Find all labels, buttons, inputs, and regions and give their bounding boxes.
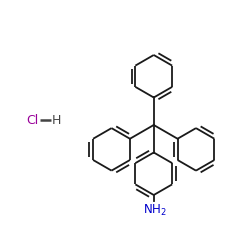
Text: H: H bbox=[52, 114, 61, 126]
Text: NH$_2$: NH$_2$ bbox=[143, 202, 167, 218]
Text: Cl: Cl bbox=[26, 114, 38, 126]
